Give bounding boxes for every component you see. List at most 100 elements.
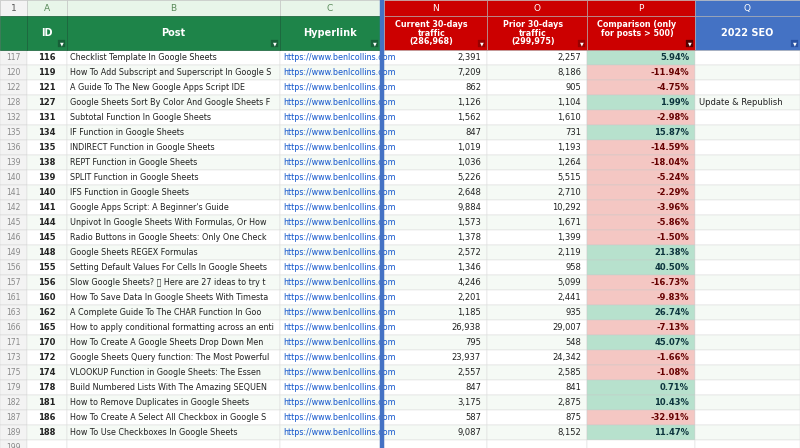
Bar: [487, 185, 587, 200]
Text: Radio Buttons in Google Sheets: Only One Check: Radio Buttons in Google Sheets: Only One…: [70, 233, 266, 242]
Text: SPLIT Function in Google Sheets: SPLIT Function in Google Sheets: [70, 173, 198, 182]
Bar: [0, 185, 27, 200]
Text: ▼: ▼: [60, 41, 63, 46]
Text: -4.75%: -4.75%: [656, 83, 689, 92]
Bar: [27, 380, 67, 395]
Text: 135: 135: [6, 128, 21, 137]
Text: 2,557: 2,557: [458, 368, 481, 377]
Bar: [695, 170, 800, 185]
Bar: [27, 230, 67, 245]
Text: O: O: [534, 4, 541, 13]
Text: 166: 166: [6, 323, 21, 332]
Text: 141: 141: [38, 203, 56, 212]
Bar: [0, 410, 27, 425]
Text: https://www.benlcollins.com: https://www.benlcollins.com: [283, 413, 396, 422]
Text: VLOOKUP Function in Google Sheets: The Essen: VLOOKUP Function in Google Sheets: The E…: [70, 368, 261, 377]
Text: ▼: ▼: [273, 41, 276, 46]
Bar: [384, 260, 487, 275]
Bar: [695, 230, 800, 245]
Text: 1,264: 1,264: [558, 158, 581, 167]
Bar: [487, 350, 587, 365]
Bar: [0, 140, 27, 155]
Text: Current 30-days: Current 30-days: [395, 20, 468, 29]
Bar: [695, 440, 800, 448]
Bar: [280, 65, 380, 80]
Bar: [695, 125, 800, 140]
Text: 1,573: 1,573: [457, 218, 481, 227]
Text: 145: 145: [38, 233, 56, 242]
Text: ▼: ▼: [480, 41, 483, 46]
Bar: [67, 140, 280, 155]
Bar: [695, 245, 800, 260]
Bar: [67, 305, 280, 320]
Bar: [280, 50, 380, 65]
Bar: [487, 170, 587, 185]
Bar: [280, 185, 380, 200]
Bar: [67, 0, 280, 16]
Text: A: A: [44, 4, 50, 13]
Text: https://www.benlcollins.com: https://www.benlcollins.com: [283, 143, 396, 152]
Bar: [384, 65, 487, 80]
Bar: [587, 215, 695, 230]
Bar: [487, 425, 587, 440]
Text: 116: 116: [38, 53, 56, 62]
Bar: [487, 215, 587, 230]
Text: 862: 862: [465, 83, 481, 92]
Text: 138: 138: [38, 158, 56, 167]
Bar: [587, 260, 695, 275]
Bar: [587, 0, 695, 16]
Bar: [0, 320, 27, 335]
Bar: [67, 275, 280, 290]
Text: https://www.benlcollins.com: https://www.benlcollins.com: [283, 383, 396, 392]
Text: 117: 117: [6, 53, 21, 62]
Bar: [280, 0, 380, 16]
Text: 5,226: 5,226: [458, 173, 481, 182]
Bar: [27, 65, 67, 80]
Text: A Complete Guide To The CHAR Function In Goo: A Complete Guide To The CHAR Function In…: [70, 308, 262, 317]
Bar: [695, 65, 800, 80]
Text: 2,572: 2,572: [458, 248, 481, 257]
Text: Google Sheets Sort By Color And Google Sheets F: Google Sheets Sort By Color And Google S…: [70, 98, 270, 107]
Bar: [27, 50, 67, 65]
Bar: [384, 110, 487, 125]
Text: 161: 161: [6, 293, 21, 302]
Text: 189: 189: [6, 428, 21, 437]
Bar: [587, 155, 695, 170]
Bar: [587, 440, 695, 448]
Text: 139: 139: [38, 173, 56, 182]
Bar: [67, 155, 280, 170]
Text: 199: 199: [6, 443, 21, 448]
Text: 145: 145: [6, 218, 21, 227]
Text: 171: 171: [6, 338, 21, 347]
Text: ▼: ▼: [793, 41, 796, 46]
Text: 157: 157: [6, 278, 21, 287]
Bar: [695, 80, 800, 95]
Text: A Guide To The New Google Apps Script IDE: A Guide To The New Google Apps Script ID…: [70, 83, 245, 92]
Text: 841: 841: [565, 383, 581, 392]
Bar: [67, 320, 280, 335]
Text: 149: 149: [6, 248, 21, 257]
Bar: [0, 380, 27, 395]
Text: https://www.benlcollins.com: https://www.benlcollins.com: [283, 248, 396, 257]
Bar: [384, 200, 487, 215]
Text: 11.47%: 11.47%: [654, 428, 689, 437]
Bar: [384, 0, 487, 16]
Bar: [384, 125, 487, 140]
Text: 731: 731: [565, 128, 581, 137]
Text: https://www.benlcollins.com: https://www.benlcollins.com: [283, 53, 396, 62]
Bar: [0, 275, 27, 290]
Text: https://www.benlcollins.com: https://www.benlcollins.com: [283, 203, 396, 212]
Text: 23,937: 23,937: [452, 353, 481, 362]
Text: 175: 175: [6, 368, 21, 377]
Bar: [487, 65, 587, 80]
Text: ▼: ▼: [580, 41, 583, 46]
Bar: [487, 305, 587, 320]
Text: 1,036: 1,036: [457, 158, 481, 167]
Text: ▼: ▼: [373, 41, 376, 46]
Bar: [67, 260, 280, 275]
Bar: [695, 110, 800, 125]
Bar: [587, 290, 695, 305]
Bar: [0, 335, 27, 350]
Text: Subtotal Function In Google Sheets: Subtotal Function In Google Sheets: [70, 113, 211, 122]
Bar: [587, 230, 695, 245]
